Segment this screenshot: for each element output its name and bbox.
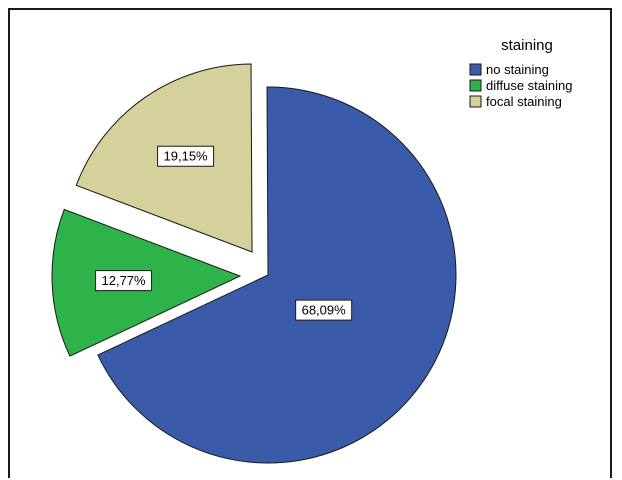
pie-slice-no-staining	[97, 86, 457, 464]
legend-swatch	[469, 63, 482, 76]
slice-label-box	[157, 145, 215, 167]
legend-swatch	[469, 79, 482, 92]
slice-label: 12,77%	[95, 270, 153, 292]
slice-label-box	[95, 270, 153, 292]
slice-label: 19,15%	[157, 145, 215, 167]
slice-label-text: 68,09%	[302, 303, 347, 318]
slice-label-text: 12,77%	[102, 273, 147, 288]
slice-label: 68,09%	[295, 299, 353, 321]
legend-entry-label: focal staining	[486, 94, 562, 109]
legend-title: staining	[501, 37, 553, 54]
legend-entry-label: no staining	[486, 62, 549, 77]
slice-label-text: 19,15%	[164, 149, 209, 164]
slice-labels: 68,09% 12,77% 19,15%	[95, 145, 353, 321]
legend-entry-label: diffuse staining	[486, 78, 573, 93]
pie-slices	[51, 63, 457, 464]
legend-swatch	[469, 95, 482, 108]
slice-label-box	[295, 299, 353, 321]
